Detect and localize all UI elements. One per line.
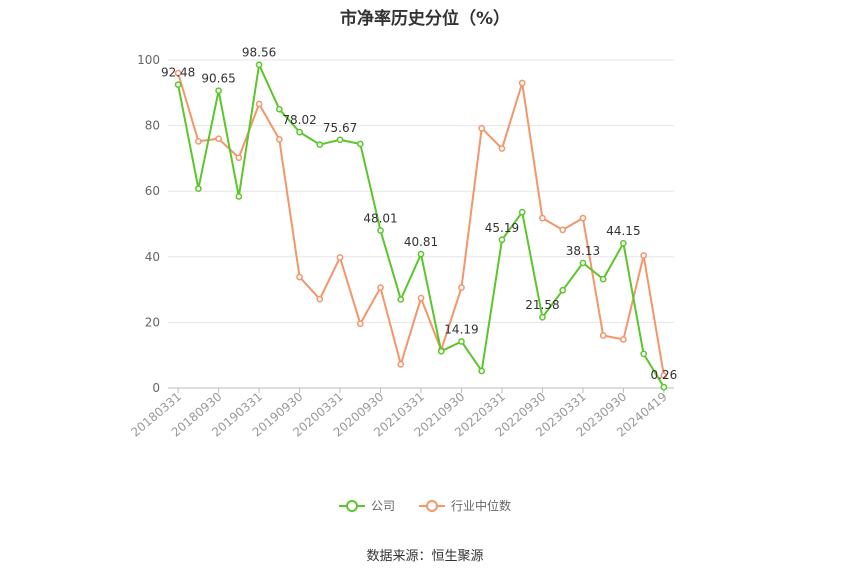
y-tick-label-0: 0 xyxy=(152,381,160,395)
y-tick-label-100: 100 xyxy=(137,53,160,67)
data-point-s0-2 xyxy=(215,87,222,95)
data-label-6: 78.02 xyxy=(282,113,316,127)
data-point-s1-19 xyxy=(559,226,567,234)
legend-label-company: 公司 xyxy=(370,499,395,513)
y-tick-label-20: 20 xyxy=(145,315,160,329)
legend-swatch-industry-median xyxy=(419,499,445,513)
data-point-s1-17 xyxy=(518,79,526,87)
data-point-s1-20 xyxy=(579,214,587,222)
data-point-s1-15 xyxy=(478,124,486,132)
data-point-s1-2 xyxy=(215,135,222,143)
data-point-s0-3 xyxy=(235,193,243,200)
data-point-s0-9 xyxy=(356,140,364,148)
data-point-s1-10 xyxy=(377,284,384,291)
data-point-s0-10 xyxy=(377,227,384,234)
data-label-4: 98.56 xyxy=(242,46,276,60)
legend-item-industry-median[interactable]: 行业中位数 xyxy=(419,497,511,514)
grid-lines xyxy=(168,59,674,323)
data-label-0: 92.48 xyxy=(161,66,195,80)
data-point-s1-23 xyxy=(640,252,647,259)
legend: 公司 行业中位数 xyxy=(0,497,850,514)
data-point-s0-14 xyxy=(458,338,465,345)
data-point-s0-5 xyxy=(275,105,283,113)
data-point-s0-17 xyxy=(518,208,526,216)
data-point-s0-22 xyxy=(620,239,627,247)
data-point-s0-13 xyxy=(437,347,445,355)
legend-item-company[interactable]: 公司 xyxy=(338,497,395,514)
data-point-s0-7 xyxy=(316,141,324,148)
y-tick-label-60: 60 xyxy=(145,184,160,198)
data-point-s0-11 xyxy=(397,296,405,303)
legend-swatch-company xyxy=(338,499,365,513)
data-point-s1-14 xyxy=(458,284,465,291)
data-point-s0-8 xyxy=(336,136,344,144)
data-point-s0-6 xyxy=(296,128,303,136)
data-point-s1-1 xyxy=(195,137,202,145)
data-point-s0-24 xyxy=(660,383,668,391)
data-point-s0-0 xyxy=(174,81,182,89)
data-point-s0-20 xyxy=(579,259,587,267)
chart-title: 市净率历史分位（%） xyxy=(339,9,511,29)
data-point-s0-23 xyxy=(640,350,647,358)
y-tick-label-40: 40 xyxy=(145,250,160,264)
data-point-s1-5 xyxy=(275,136,283,143)
data-point-s1-11 xyxy=(397,361,405,368)
data-point-s1-18 xyxy=(539,214,546,222)
data-point-s1-21 xyxy=(599,332,607,339)
data-point-s0-16 xyxy=(498,236,506,244)
data-point-s0-4 xyxy=(255,61,263,69)
data-point-s1-3 xyxy=(235,154,243,162)
data-point-s1-12 xyxy=(417,294,425,302)
data-point-s0-19 xyxy=(559,286,567,294)
data-label-8: 75.67 xyxy=(323,121,357,135)
series-lines xyxy=(174,61,668,391)
data-point-s0-15 xyxy=(478,367,486,375)
y-tick-label-80: 80 xyxy=(145,119,160,133)
data-label-2: 90.65 xyxy=(201,72,235,86)
data-point-s1-0 xyxy=(174,69,182,77)
data-point-s1-22 xyxy=(620,336,627,343)
data-point-s0-12 xyxy=(417,250,425,258)
data-label-14: 14.19 xyxy=(444,322,478,336)
data-point-s0-21 xyxy=(599,275,607,283)
data-label-12: 40.81 xyxy=(404,235,438,249)
data-point-s1-9 xyxy=(356,320,364,328)
data-label-24: 0.26 xyxy=(651,368,678,382)
data-labels: 92.48 90.65 98.56 78.02 75.67 48.01 40.81 14.19… xyxy=(161,46,677,382)
data-label-10: 48.01 xyxy=(363,212,397,226)
data-point-s1-6 xyxy=(296,273,303,281)
data-label-20: 38.13 xyxy=(566,244,600,258)
legend-label-industry-median: 行业中位数 xyxy=(451,499,512,513)
series-line-0 xyxy=(177,61,665,388)
data-label-16: 45.19 xyxy=(485,221,519,235)
data-point-s0-1 xyxy=(195,185,202,192)
data-point-s0-18 xyxy=(539,313,546,321)
data-label-18: 21.58 xyxy=(525,298,559,312)
data-point-s1-4 xyxy=(255,100,263,108)
data-label-22: 44.15 xyxy=(606,224,640,238)
data-source-note: 数据来源：恒生聚源 xyxy=(366,549,484,564)
data-point-s1-8 xyxy=(336,254,344,261)
data-point-s1-16 xyxy=(498,145,506,152)
data-point-s1-7 xyxy=(316,295,324,303)
data-point-s1-24 xyxy=(660,372,668,379)
